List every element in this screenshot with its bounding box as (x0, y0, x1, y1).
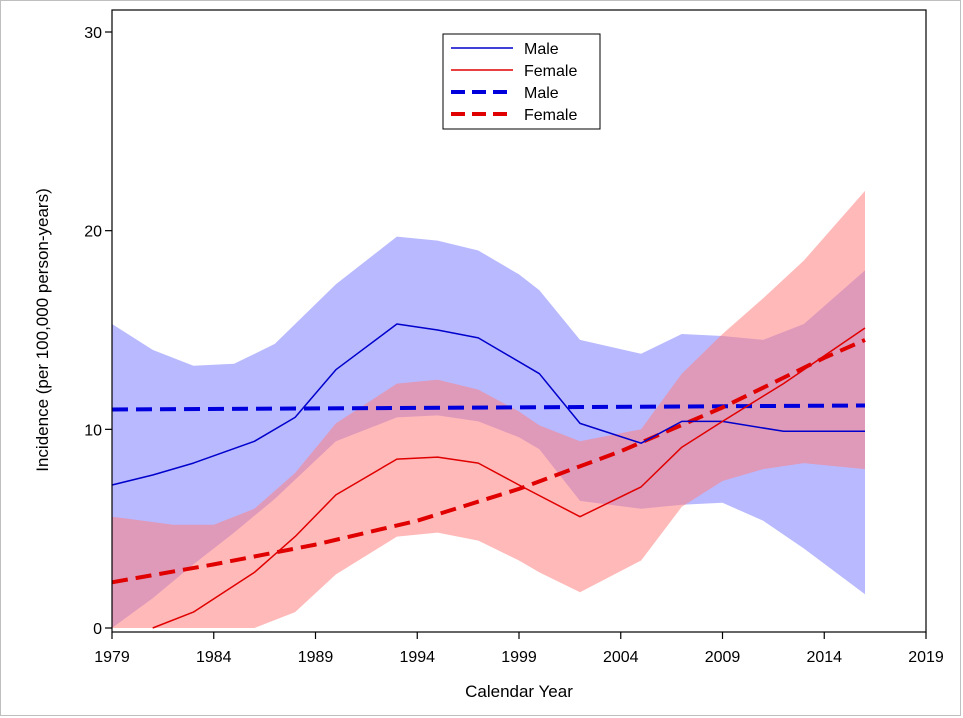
x-axis-ticks: 1979 1984 1989 1994 1999 2004 2009 2014 2019 (94, 632, 944, 666)
legend-label-female-dashed: Female (524, 107, 577, 124)
series-lines (111, 323, 866, 629)
y-axis-label: Incidence (per 100,000 person-years) (33, 188, 52, 472)
legend: Male Female Male Female (442, 33, 601, 130)
y-axis-ticks: 0 10 20 30 (84, 25, 112, 638)
x-tick-label: 2014 (806, 649, 842, 666)
series-line-female-solid (152, 327, 866, 629)
band-female-1 (112, 190, 865, 628)
x-tick-label: 2009 (705, 649, 741, 666)
x-tick-label: 1999 (501, 649, 537, 666)
y-tick-label: 20 (84, 224, 102, 241)
x-tick-label: 1984 (196, 649, 232, 666)
x-tick-label: 1989 (298, 649, 334, 666)
series-line-male-solid (111, 323, 865, 486)
legend-label-male-solid: Male (524, 41, 559, 58)
x-axis-label: Calendar Year (465, 682, 573, 701)
series-line-female-dashed (111, 338, 866, 585)
legend-box (442, 33, 601, 130)
legend-label-male-dashed: Male (524, 85, 559, 102)
series-line-male-dashed (111, 403, 866, 412)
legend-label-female-solid: Female (524, 63, 577, 80)
x-tick-label: 2019 (908, 649, 944, 666)
y-tick-label: 0 (93, 621, 102, 638)
band-male-0 (112, 236, 865, 628)
x-tick-label: 2004 (603, 649, 639, 666)
confidence-bands (112, 190, 865, 628)
y-tick-label: 30 (84, 25, 102, 42)
x-tick-label: 1979 (94, 649, 130, 666)
y-tick-label: 10 (84, 422, 102, 439)
x-tick-label: 1994 (399, 649, 435, 666)
